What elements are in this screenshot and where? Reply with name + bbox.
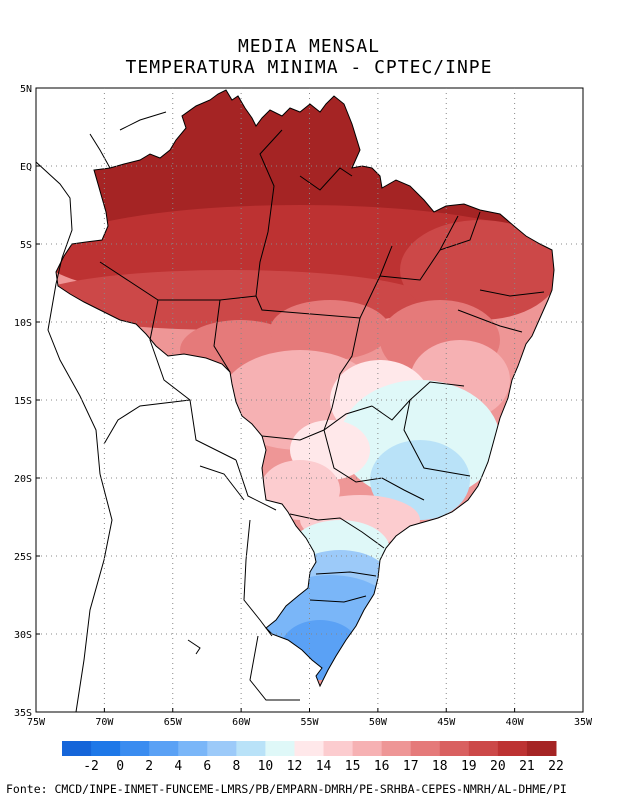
- state-border-16: [309, 595, 367, 603]
- color-legend: -2 0 2 4 6 8 10 12 14 15 16 17 18 19 20 21 22: [62, 741, 564, 774]
- state-border-4: [379, 215, 459, 281]
- state-border-8: [323, 317, 361, 431]
- country-border-9: [119, 111, 167, 131]
- legend-swatch: [236, 741, 266, 756]
- legend-swatch: [294, 741, 325, 756]
- lon-label: 55W: [300, 717, 319, 728]
- map-title-line1: MEDIA MENSAL: [237, 36, 381, 57]
- country-border-0: [35, 161, 73, 285]
- coordinate-grid: [36, 88, 583, 712]
- country-border-5: [199, 465, 245, 501]
- country-border-10: [89, 133, 111, 169]
- lat-label: 5N: [20, 84, 32, 95]
- legend-label: 0: [116, 759, 124, 774]
- legend-label: 14: [316, 759, 332, 774]
- lon-label: 65W: [164, 717, 183, 728]
- brazil-outline: [55, 89, 555, 688]
- lat-label: 10S: [14, 318, 32, 329]
- legend-swatch: [381, 741, 412, 756]
- legend-label: 2: [145, 759, 153, 774]
- lon-label: 40W: [506, 717, 525, 728]
- country-borders: [35, 89, 555, 713]
- legend-label: 22: [548, 759, 564, 774]
- legend-swatch: [352, 741, 383, 756]
- legend-label: -2: [83, 759, 99, 774]
- country-border-3: [149, 299, 237, 461]
- country-border-6: [103, 399, 191, 445]
- legend-swatch: [439, 741, 470, 756]
- field-region-5: [270, 300, 390, 360]
- lon-label: 70W: [95, 717, 114, 728]
- country-border-4: [235, 459, 277, 511]
- state-border-0: [99, 231, 269, 301]
- legend-swatch: [91, 741, 121, 756]
- legend-label: 17: [403, 759, 419, 774]
- legend-swatch: [410, 741, 441, 756]
- state-border-13: [323, 429, 425, 501]
- legend-label: 20: [490, 759, 506, 774]
- lat-label: 35S: [14, 708, 32, 719]
- legend-label: 8: [232, 759, 240, 774]
- map-title-line2: TEMPERATURA MINIMA - CPTEC/INPE: [125, 57, 493, 78]
- state-border-2: [259, 129, 283, 233]
- lat-label: 30S: [14, 630, 32, 641]
- lon-label: 75W: [27, 717, 46, 728]
- lat-label: 15S: [14, 396, 32, 407]
- state-border-5: [439, 211, 481, 251]
- lon-label: 50W: [369, 717, 388, 728]
- lat-label: 20S: [14, 474, 32, 485]
- legend-label: 6: [203, 759, 211, 774]
- state-border-12: [403, 399, 471, 477]
- lat-label: 5S: [20, 240, 32, 251]
- lat-label: EQ: [20, 162, 32, 173]
- state-border-14: [289, 513, 385, 549]
- lon-label: 45W: [437, 717, 456, 728]
- legend-label: 12: [287, 759, 303, 774]
- legend-swatch: [497, 741, 528, 756]
- legend-swatch: [526, 741, 557, 756]
- state-border-9: [213, 299, 231, 373]
- state-border-6: [479, 289, 545, 297]
- legend-swatch: [265, 741, 295, 756]
- legend-label: 10: [258, 759, 274, 774]
- country-border-2: [75, 473, 113, 713]
- lat-label: 25S: [14, 552, 32, 563]
- legend-swatch: [62, 741, 92, 756]
- legend-label: 21: [519, 759, 535, 774]
- legend-swatch: [323, 741, 354, 756]
- lon-label: 35W: [574, 717, 593, 728]
- legend-label: 15: [345, 759, 361, 774]
- state-border-15: [315, 571, 377, 577]
- legend-label: 18: [432, 759, 448, 774]
- lon-label: 60W: [232, 717, 251, 728]
- legend-label: 19: [461, 759, 477, 774]
- state-border-7: [457, 309, 523, 333]
- legend-swatch: [468, 741, 499, 756]
- country-border-11: [187, 639, 201, 655]
- country-border-8: [249, 635, 300, 701]
- legend-swatch: [120, 741, 150, 756]
- legend-swatch: [207, 741, 237, 756]
- country-border-7: [243, 519, 273, 637]
- legend-swatch: [178, 741, 208, 756]
- legend-label: 4: [174, 759, 182, 774]
- country-border-1: [47, 283, 101, 475]
- legend-label: 16: [374, 759, 390, 774]
- legend-swatch: [149, 741, 179, 756]
- source-footer: Fonte: CMCD/INPE-INMET-FUNCEME-LMRS/PB/E…: [6, 782, 567, 796]
